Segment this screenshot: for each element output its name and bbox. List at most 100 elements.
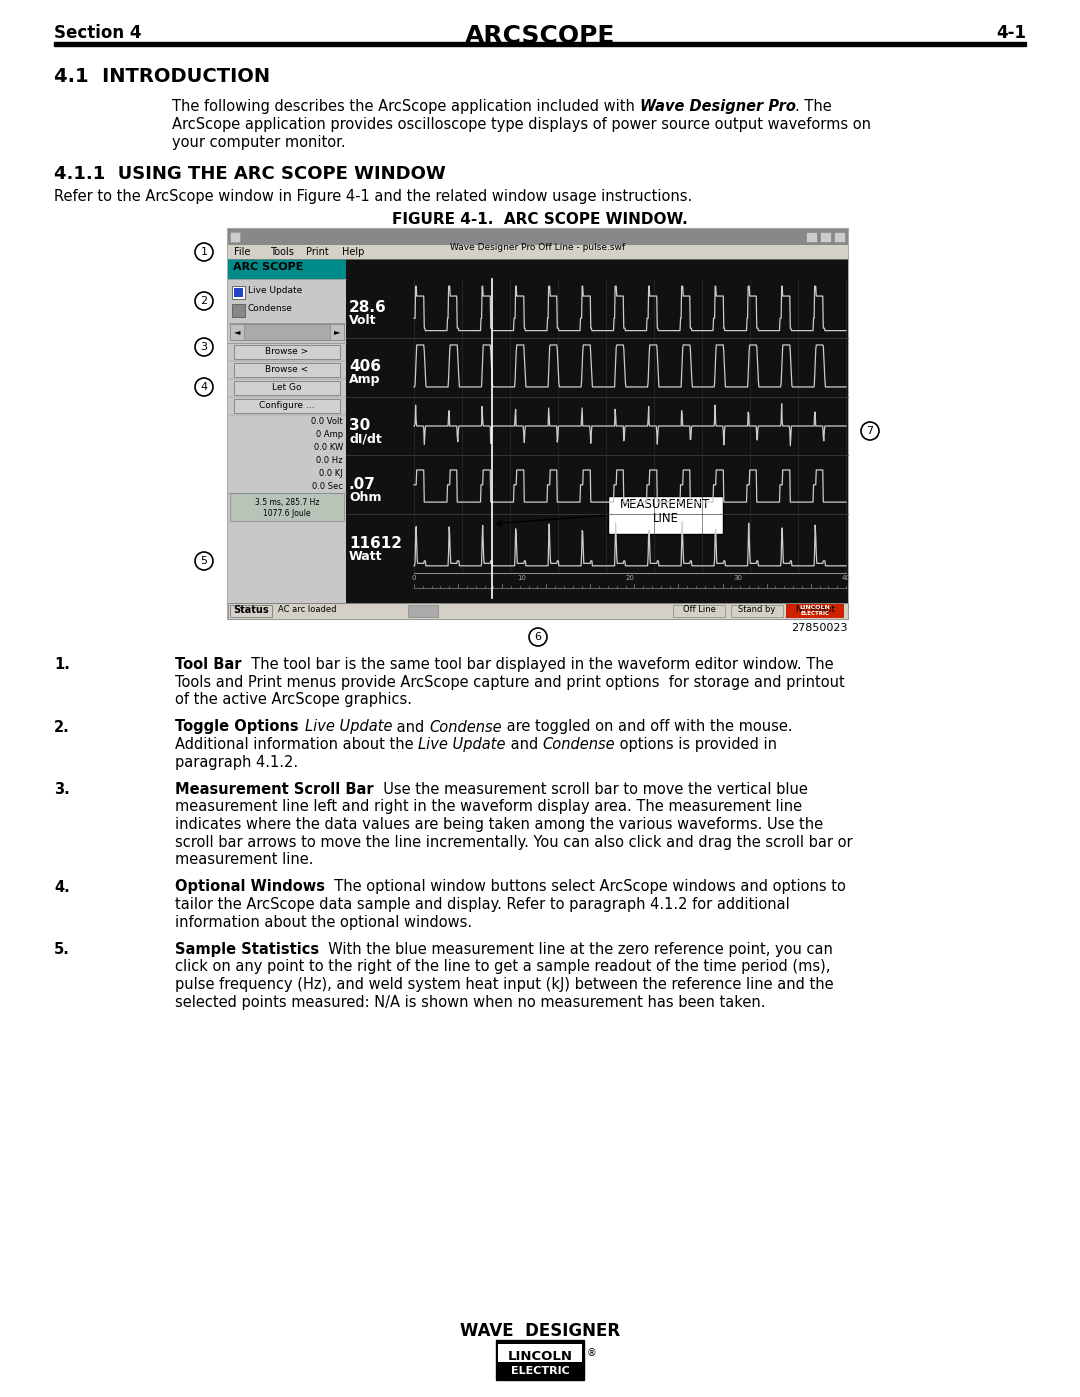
Text: selected points measured: N/A is shown when no measurement has been taken.: selected points measured: N/A is shown w… xyxy=(175,995,766,1010)
Bar xyxy=(731,605,783,617)
Text: ARCSCOPE: ARCSCOPE xyxy=(464,24,616,47)
Bar xyxy=(496,1340,584,1380)
Text: 10: 10 xyxy=(517,576,527,581)
Text: AC arc loaded: AC arc loaded xyxy=(278,605,337,615)
Text: Amp: Amp xyxy=(349,373,380,386)
Text: 0: 0 xyxy=(411,576,416,581)
Bar xyxy=(234,381,340,395)
Text: 1: 1 xyxy=(201,247,207,257)
Text: 0.0 Sec: 0.0 Sec xyxy=(312,482,343,490)
Text: 0 Amp: 0 Amp xyxy=(315,430,343,439)
Bar xyxy=(228,258,346,279)
Text: 30: 30 xyxy=(349,418,370,433)
Text: The tool bar is the same tool bar displayed in the waveform editor window. The: The tool bar is the same tool bar displa… xyxy=(242,657,833,672)
Bar xyxy=(806,232,816,242)
Text: .07: .07 xyxy=(349,476,376,492)
Text: ◄: ◄ xyxy=(233,327,240,337)
Text: indicates where the data values are being taken among the various waveforms. Use: indicates where the data values are bein… xyxy=(175,817,823,833)
Text: are toggled on and off with the mouse.: are toggled on and off with the mouse. xyxy=(501,719,793,735)
Text: Watt: Watt xyxy=(349,549,382,563)
Text: 4-1: 4-1 xyxy=(996,24,1026,42)
Text: Wave Designer Pro Off Line - pulse.swf: Wave Designer Pro Off Line - pulse.swf xyxy=(450,243,625,251)
Text: information about the optional windows.: information about the optional windows. xyxy=(175,915,472,929)
Text: 20: 20 xyxy=(625,576,634,581)
Text: 1.: 1. xyxy=(54,657,70,672)
Text: and: and xyxy=(392,719,429,735)
Text: Browse >: Browse > xyxy=(266,348,309,356)
Text: ►: ► xyxy=(334,327,340,337)
Text: Help: Help xyxy=(342,247,364,257)
Text: 4: 4 xyxy=(201,381,207,393)
Text: 4.1  INTRODUCTION: 4.1 INTRODUCTION xyxy=(54,67,270,87)
Text: 4.: 4. xyxy=(54,880,70,894)
Text: ArcScope application provides oscilloscope type displays of power source output : ArcScope application provides oscillosco… xyxy=(172,117,870,131)
Bar xyxy=(230,324,244,339)
Text: 7: 7 xyxy=(866,426,874,436)
Text: 2.: 2. xyxy=(54,719,70,735)
Bar xyxy=(608,496,724,534)
Bar xyxy=(228,229,848,244)
Text: and: and xyxy=(505,738,542,752)
Text: Browse <: Browse < xyxy=(266,366,309,374)
Text: Sample Statistics: Sample Statistics xyxy=(175,942,319,957)
Text: Tools and Print menus provide ArcScope capture and print options  for storage an: Tools and Print menus provide ArcScope c… xyxy=(175,675,845,690)
Text: The optional window buttons select ArcScope windows and options to: The optional window buttons select ArcSc… xyxy=(325,880,846,894)
Text: FIGURE 4-1.  ARC SCOPE WINDOW.: FIGURE 4-1. ARC SCOPE WINDOW. xyxy=(392,212,688,226)
Text: 406: 406 xyxy=(349,359,381,374)
Bar xyxy=(228,229,848,619)
Bar xyxy=(789,605,841,617)
Text: pulse frequency (Hz), and weld system heat input (kJ) between the reference line: pulse frequency (Hz), and weld system he… xyxy=(175,977,834,992)
Bar xyxy=(673,605,725,617)
Text: 30: 30 xyxy=(733,576,743,581)
Text: 0.0 KJ: 0.0 KJ xyxy=(320,469,343,478)
Text: ®: ® xyxy=(588,1348,597,1358)
Bar xyxy=(234,288,243,298)
Text: 2: 2 xyxy=(201,296,207,306)
Bar xyxy=(54,42,1026,46)
Text: 40: 40 xyxy=(841,576,850,581)
Text: . The: . The xyxy=(795,99,832,115)
Bar xyxy=(230,232,240,242)
Text: 1077.6 Joule: 1077.6 Joule xyxy=(264,509,311,518)
Text: Toggle Options: Toggle Options xyxy=(175,719,299,735)
Text: Configure ...: Configure ... xyxy=(259,401,314,411)
Bar xyxy=(408,605,438,617)
Text: measurement line left and right in the waveform display area. The measurement li: measurement line left and right in the w… xyxy=(175,799,802,814)
Text: Condense: Condense xyxy=(248,305,293,313)
Text: The following describes the ArcScope application included with: The following describes the ArcScope app… xyxy=(172,99,639,115)
Text: Volt: Volt xyxy=(349,314,377,327)
Text: paragraph 4.1.2.: paragraph 4.1.2. xyxy=(175,754,298,770)
Text: Tools: Tools xyxy=(270,247,294,257)
Text: dI/dt: dI/dt xyxy=(349,432,381,446)
Text: LINCOLN: LINCOLN xyxy=(508,1350,572,1363)
Text: File: File xyxy=(234,247,251,257)
Text: No Adapt: No Adapt xyxy=(796,605,835,615)
Text: Ohm: Ohm xyxy=(349,490,381,504)
Bar xyxy=(234,363,340,377)
Text: 28.6: 28.6 xyxy=(349,300,387,316)
Bar xyxy=(230,493,345,521)
Text: 0.0 KW: 0.0 KW xyxy=(314,443,343,453)
Text: ELECTRIC: ELECTRIC xyxy=(511,1366,569,1376)
Bar xyxy=(232,305,245,317)
Text: 11612: 11612 xyxy=(349,535,402,550)
Text: Optional Windows: Optional Windows xyxy=(175,880,325,894)
Text: of the active ArcScope graphics.: of the active ArcScope graphics. xyxy=(175,692,411,707)
Bar xyxy=(820,232,831,242)
Text: scroll bar arrows to move the line incrementally. You can also click and drag th: scroll bar arrows to move the line incre… xyxy=(175,834,852,849)
Text: Live Update: Live Update xyxy=(248,286,302,295)
Text: Stand by: Stand by xyxy=(739,605,775,615)
Text: LINCOLN: LINCOLN xyxy=(799,605,831,610)
Bar xyxy=(786,604,843,617)
Text: 0.0 Hz: 0.0 Hz xyxy=(316,455,343,465)
Bar xyxy=(234,345,340,359)
Bar xyxy=(330,324,345,339)
Text: Print: Print xyxy=(306,247,328,257)
Bar xyxy=(228,244,848,258)
Text: Let Go: Let Go xyxy=(272,384,301,393)
Text: Condense: Condense xyxy=(429,719,501,735)
Bar xyxy=(230,605,272,617)
Text: Status: Status xyxy=(233,605,269,615)
Text: measurement line.: measurement line. xyxy=(175,852,313,868)
Text: Use the measurement scroll bar to move the vertical blue: Use the measurement scroll bar to move t… xyxy=(374,782,808,798)
